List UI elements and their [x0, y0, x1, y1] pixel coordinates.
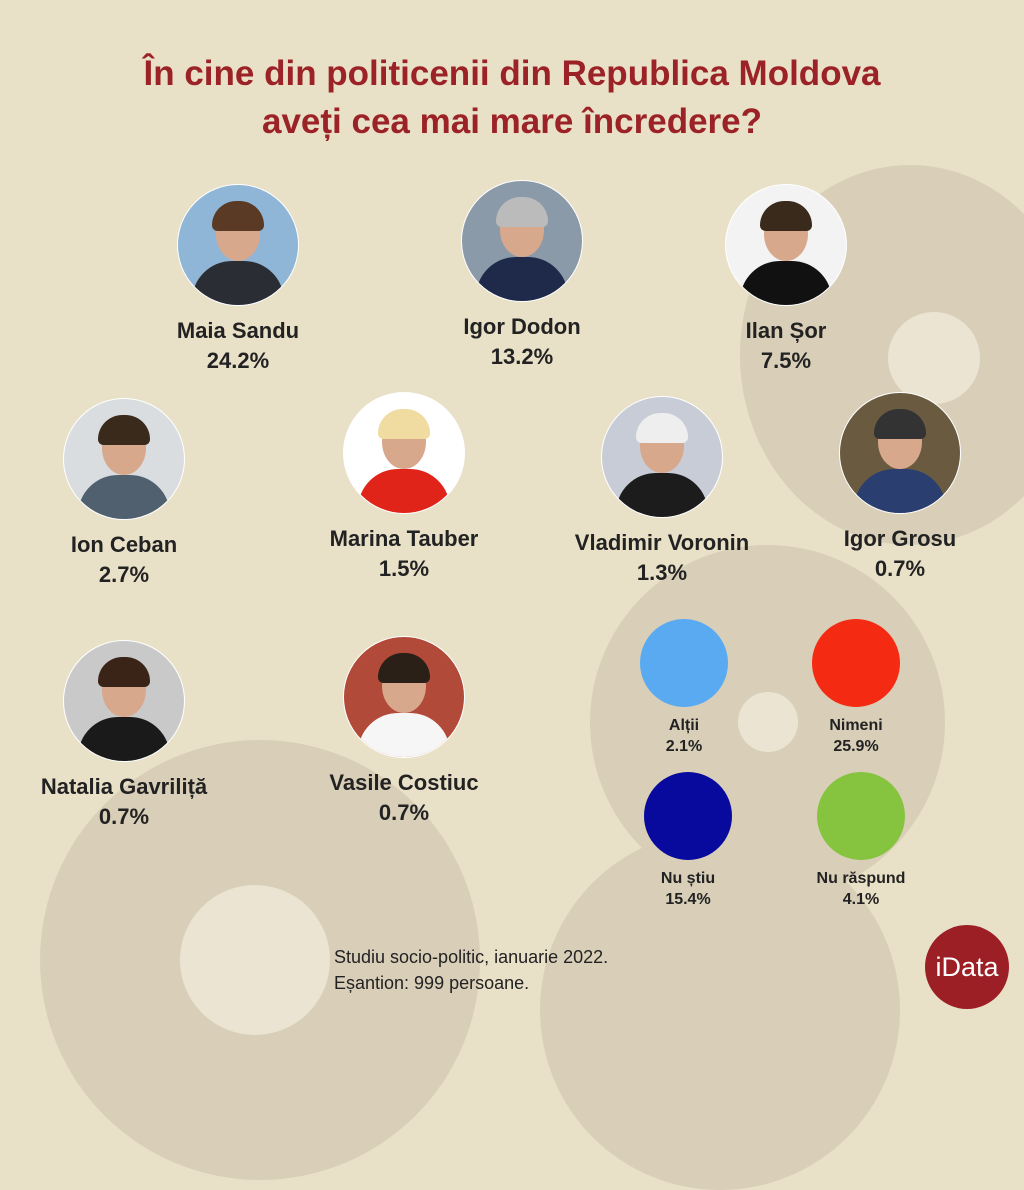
answer-color-dot: [640, 619, 728, 707]
portrait-photo: [839, 392, 961, 514]
politician-percent: 0.7%: [378, 800, 430, 825]
politician-item: Igor Grosu 0.7%: [780, 392, 1020, 582]
politician-item: Marina Tauber 1.5%: [284, 392, 524, 582]
politician-percent: 0.7%: [874, 556, 926, 581]
answer-item: Nu știu 15.4%: [608, 772, 768, 909]
footer-sample: Eșantion: 999 persoane.: [334, 973, 530, 993]
answer-item: Alții 2.1%: [604, 619, 764, 756]
politician-name: Igor Dodon: [463, 314, 581, 339]
answer-percent: 15.4%: [665, 891, 711, 908]
politician-percent: 7.5%: [760, 348, 812, 373]
page-title: În cine din politicenii din Republica Mo…: [0, 50, 1024, 146]
politician-percent: 24.2%: [206, 348, 270, 373]
answer-item: Nu răspund 4.1%: [781, 772, 941, 909]
answer-percent: 2.1%: [665, 738, 703, 755]
answer-item: Nimeni 25.9%: [776, 619, 936, 756]
answer-percent: 25.9%: [833, 738, 879, 755]
portrait-photo: [461, 180, 583, 302]
footer-study: Studiu socio-politic, ianuarie 2022.: [334, 947, 609, 967]
politician-name: Ilan Șor: [745, 318, 827, 343]
portrait-photo: [343, 636, 465, 758]
politician-name: Maia Sandu: [176, 318, 300, 343]
title-line-1: În cine din politicenii din Republica Mo…: [143, 54, 881, 93]
answer-percent: 4.1%: [842, 891, 880, 908]
portrait-photo: [343, 392, 465, 514]
politician-percent: 1.3%: [636, 560, 688, 585]
politician-item: Ion Ceban 2.7%: [4, 398, 244, 588]
idata-logo: iData: [925, 925, 1009, 1009]
politician-name: Vladimir Voronin: [574, 530, 750, 555]
footer-note: Studiu socio-politic, ianuarie 2022. Eșa…: [334, 944, 608, 996]
answer-color-dot: [817, 772, 905, 860]
politician-name: Marina Tauber: [329, 526, 479, 551]
politician-item: Ilan Șor 7.5%: [666, 184, 906, 374]
politician-percent: 1.5%: [378, 556, 430, 581]
politician-name: Igor Grosu: [843, 526, 957, 551]
politician-item: Maia Sandu 24.2%: [118, 184, 358, 374]
politician-percent: 13.2%: [490, 344, 554, 369]
politician-item: Vladimir Voronin 1.3%: [542, 396, 782, 586]
politician-item: Natalia Gavriliță 0.7%: [4, 640, 244, 830]
portrait-photo: [177, 184, 299, 306]
answer-label: Alții: [668, 717, 700, 734]
politician-name: Natalia Gavriliță: [40, 774, 208, 799]
answer-label: Nu răspund: [816, 870, 906, 887]
politician-percent: 0.7%: [98, 804, 150, 829]
title-line-2: aveți cea mai mare încredere?: [261, 102, 762, 141]
portrait-photo: [601, 396, 723, 518]
answer-label: Nu știu: [660, 870, 716, 887]
politician-name: Ion Ceban: [70, 532, 178, 557]
answer-label: Nimeni: [829, 717, 883, 734]
answer-color-dot: [644, 772, 732, 860]
politician-name: Vasile Costiuc: [329, 770, 479, 795]
politician-percent: 2.7%: [98, 562, 150, 587]
portrait-photo: [725, 184, 847, 306]
portrait-photo: [63, 398, 185, 520]
portrait-photo: [63, 640, 185, 762]
politician-item: Vasile Costiuc 0.7%: [284, 636, 524, 826]
answer-color-dot: [812, 619, 900, 707]
politician-item: Igor Dodon 13.2%: [402, 180, 642, 370]
